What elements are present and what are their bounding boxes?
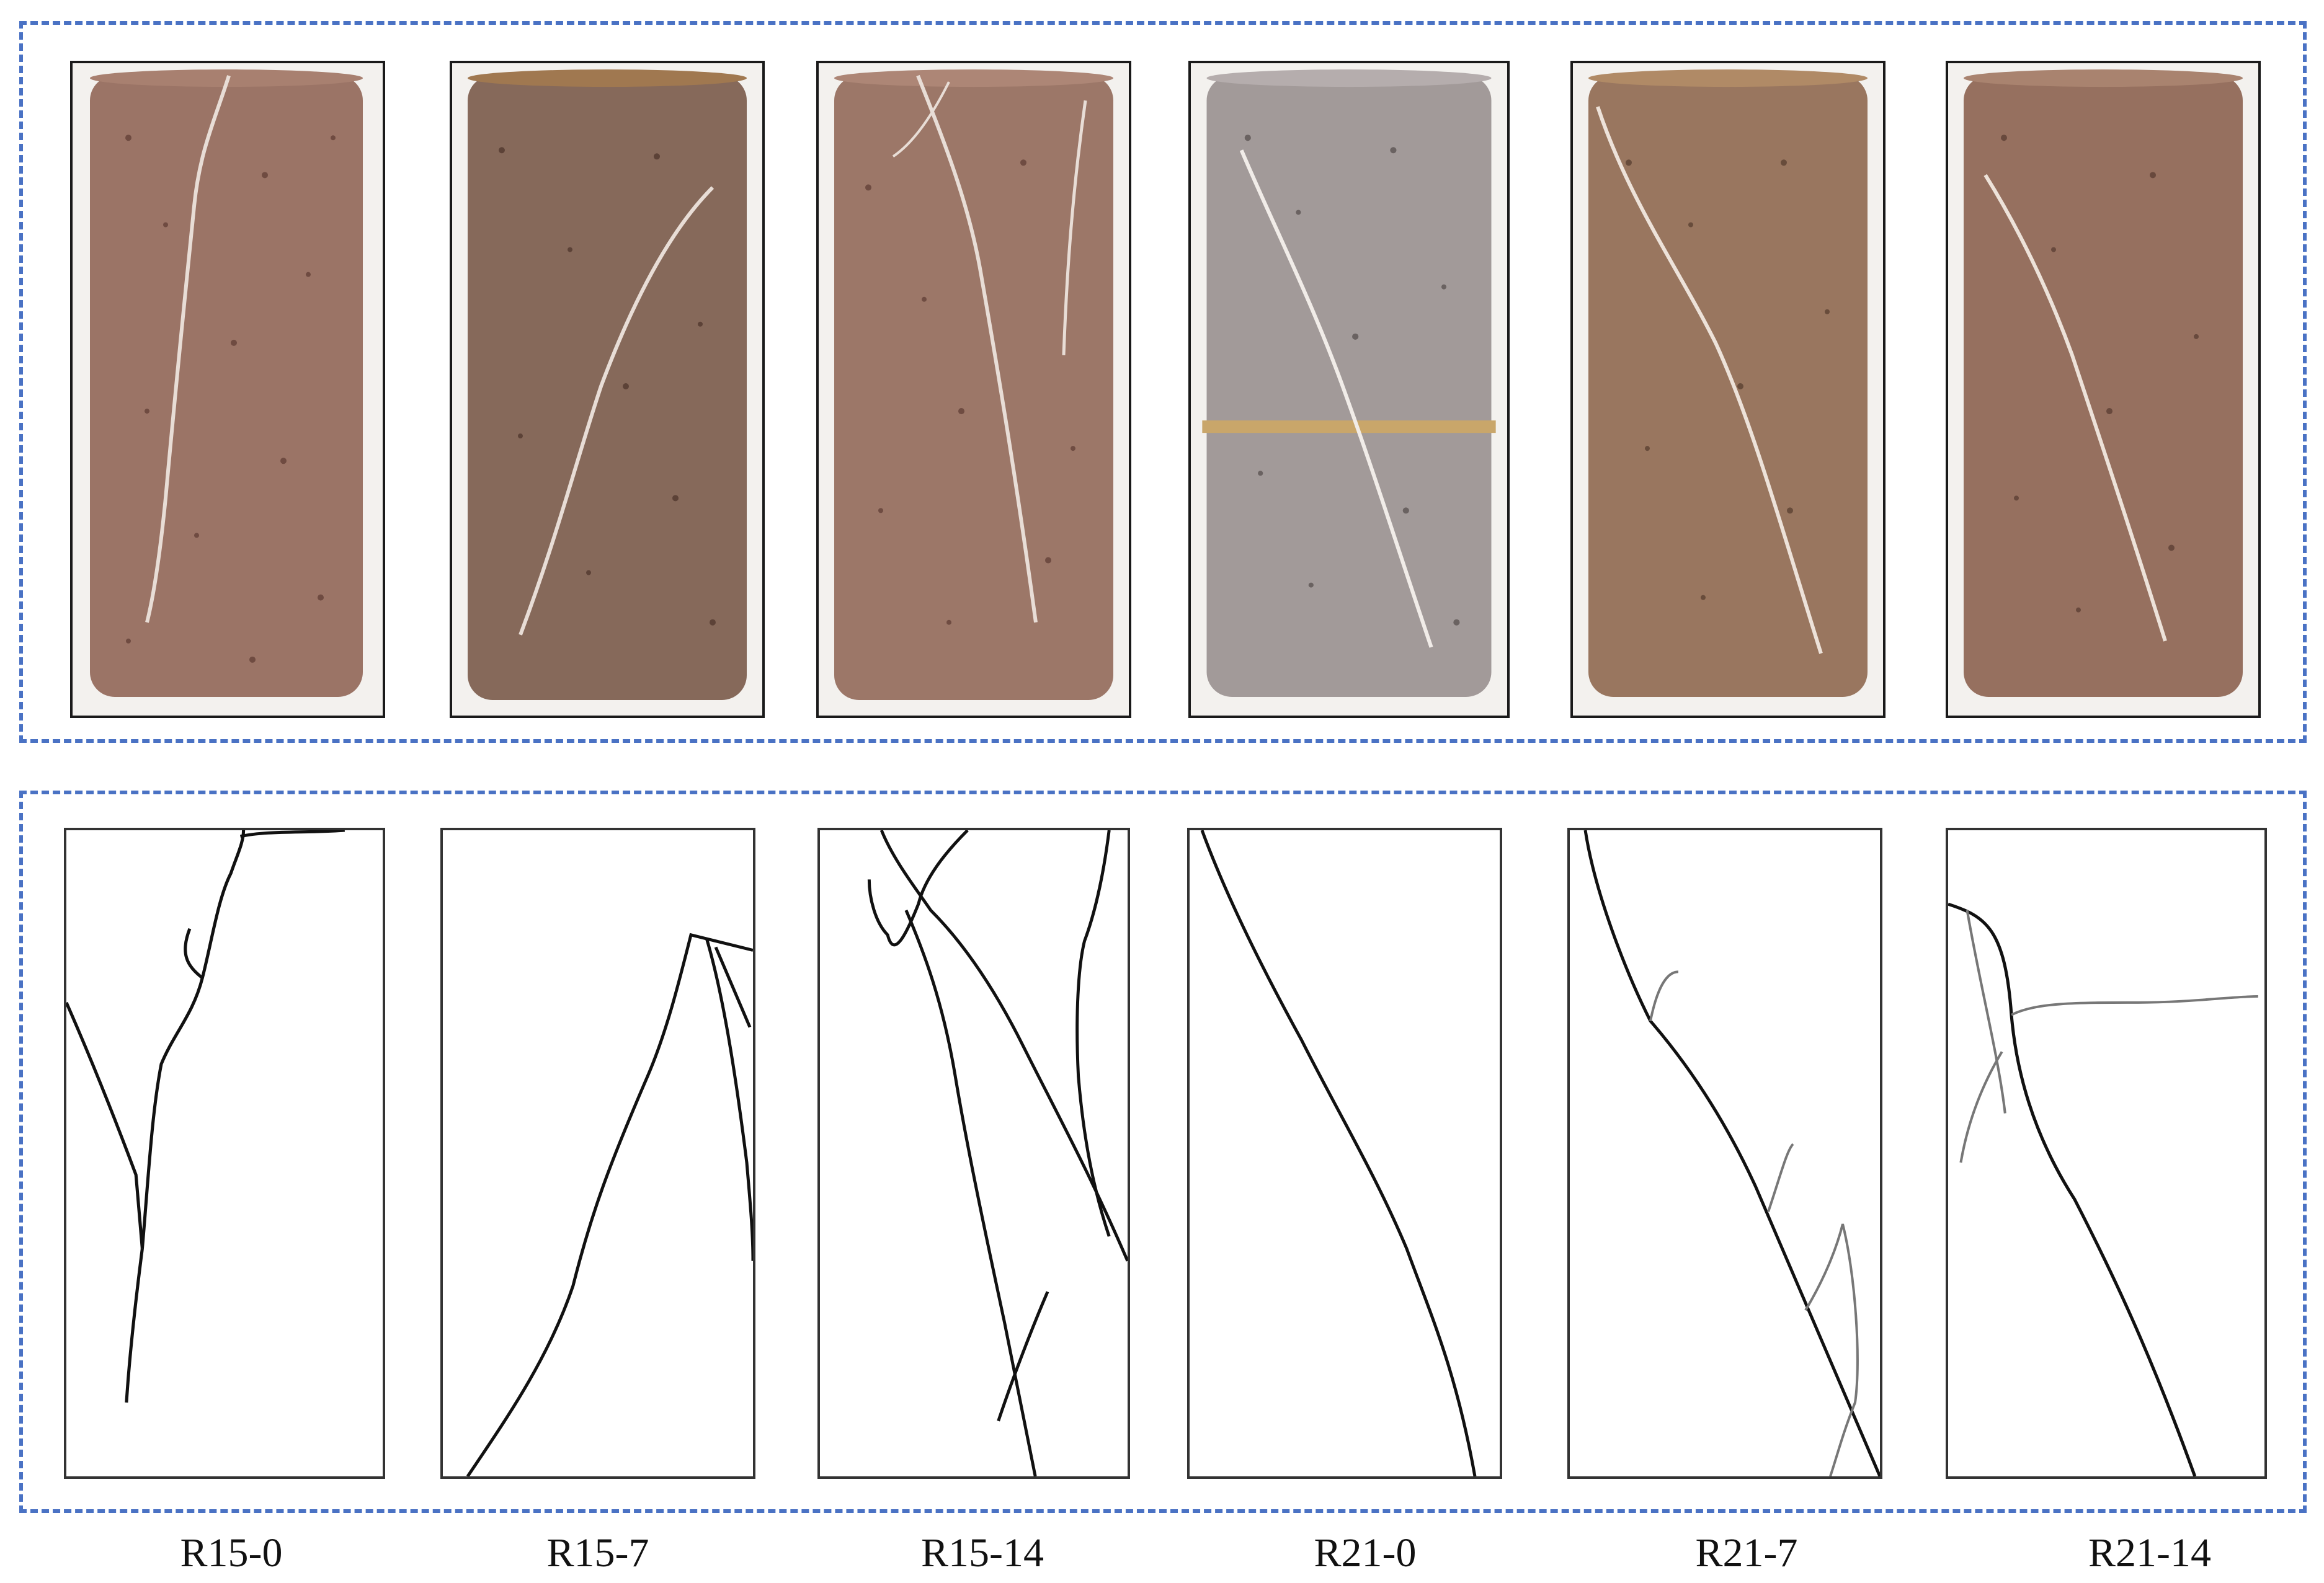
photo-group-frame <box>19 21 2307 743</box>
crack-sketch-r21-7 <box>1567 828 1882 1479</box>
specimen-label-r21-14: R21-14 <box>2088 1530 2211 1576</box>
specimen-photo-r15-7 <box>450 61 765 718</box>
specimen-photo-r21-7 <box>1570 61 1885 718</box>
specimen-label-r15-0: R15-0 <box>180 1530 283 1576</box>
specimen-label-r21-0: R21-0 <box>1314 1530 1417 1576</box>
crack-sketch-r15-0 <box>64 828 385 1479</box>
specimen-label-r15-7: R15-7 <box>546 1530 649 1576</box>
crack-sketch-r15-7 <box>440 828 755 1479</box>
specimen-label-r15-14: R15-14 <box>921 1530 1044 1576</box>
crack-sketch-r21-14 <box>1946 828 2267 1479</box>
sketch-group-frame <box>19 791 2307 1513</box>
specimen-photo-r21-14 <box>1946 61 2261 718</box>
crack-sketch-r21-0 <box>1187 828 1502 1479</box>
specimen-photo-r21-0 <box>1188 61 1510 718</box>
specimen-photo-r15-0 <box>70 61 385 718</box>
specimen-label-r21-7: R21-7 <box>1695 1530 1798 1576</box>
specimen-photo-r15-14 <box>816 61 1131 718</box>
crack-sketch-r15-14 <box>817 828 1130 1479</box>
